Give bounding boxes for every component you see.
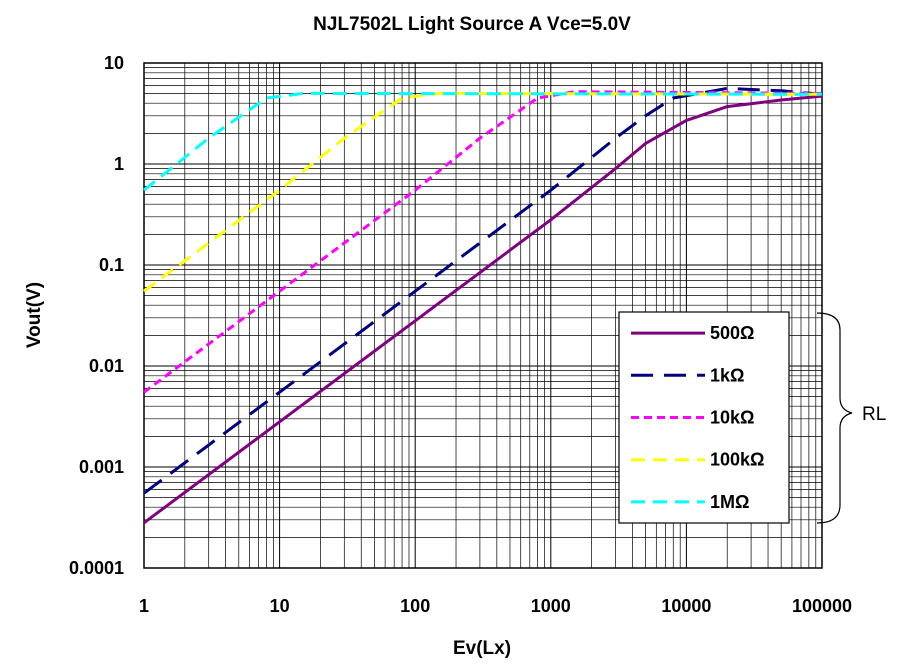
legend-label: 1MΩ — [710, 492, 749, 512]
y-tick-label: 0.0001 — [69, 558, 124, 578]
legend: 500Ω 1kΩ 10kΩ 100kΩ 1MΩ — [618, 311, 790, 524]
y-tick-label: 1 — [114, 154, 124, 174]
rl-label: RL — [862, 404, 886, 425]
series-line — [143, 91, 823, 192]
legend-label: 500Ω — [710, 323, 754, 343]
chart-title: NJL7502L Light Source A Vce=5.0V — [313, 14, 631, 35]
series-line — [143, 94, 823, 525]
legend-label: 100kΩ — [710, 450, 764, 470]
y-tick-label: 0.01 — [89, 356, 124, 376]
x-tick-label: 100000 — [792, 596, 852, 616]
x-tick-label: 10 — [270, 596, 290, 616]
rl-brace — [816, 312, 853, 524]
y-tick-labels: 10 1 0.1 0.01 0.001 0.0001 — [69, 53, 124, 578]
y-tick-label: 10 — [104, 53, 124, 73]
plot-frame — [143, 62, 823, 569]
legend-label: 10kΩ — [710, 408, 754, 428]
series-line — [143, 90, 823, 394]
x-tick-label: 100 — [400, 596, 430, 616]
y-tick-label: 0.001 — [79, 457, 124, 477]
x-axis-label: Ev(Lx) — [453, 638, 511, 659]
x-tick-labels: 1 10 100 1000 10000 100000 — [139, 596, 852, 616]
y-axis-label: Vout(V) — [24, 282, 45, 348]
x-tick-label: 10000 — [661, 596, 711, 616]
x-tick-label: 1 — [139, 596, 149, 616]
x-tick-label: 1000 — [531, 596, 571, 616]
y-tick-label: 0.1 — [99, 255, 124, 275]
legend-label: 1kΩ — [710, 365, 744, 385]
series-lines — [143, 86, 823, 525]
series-line — [143, 86, 823, 495]
series-line — [143, 91, 823, 293]
